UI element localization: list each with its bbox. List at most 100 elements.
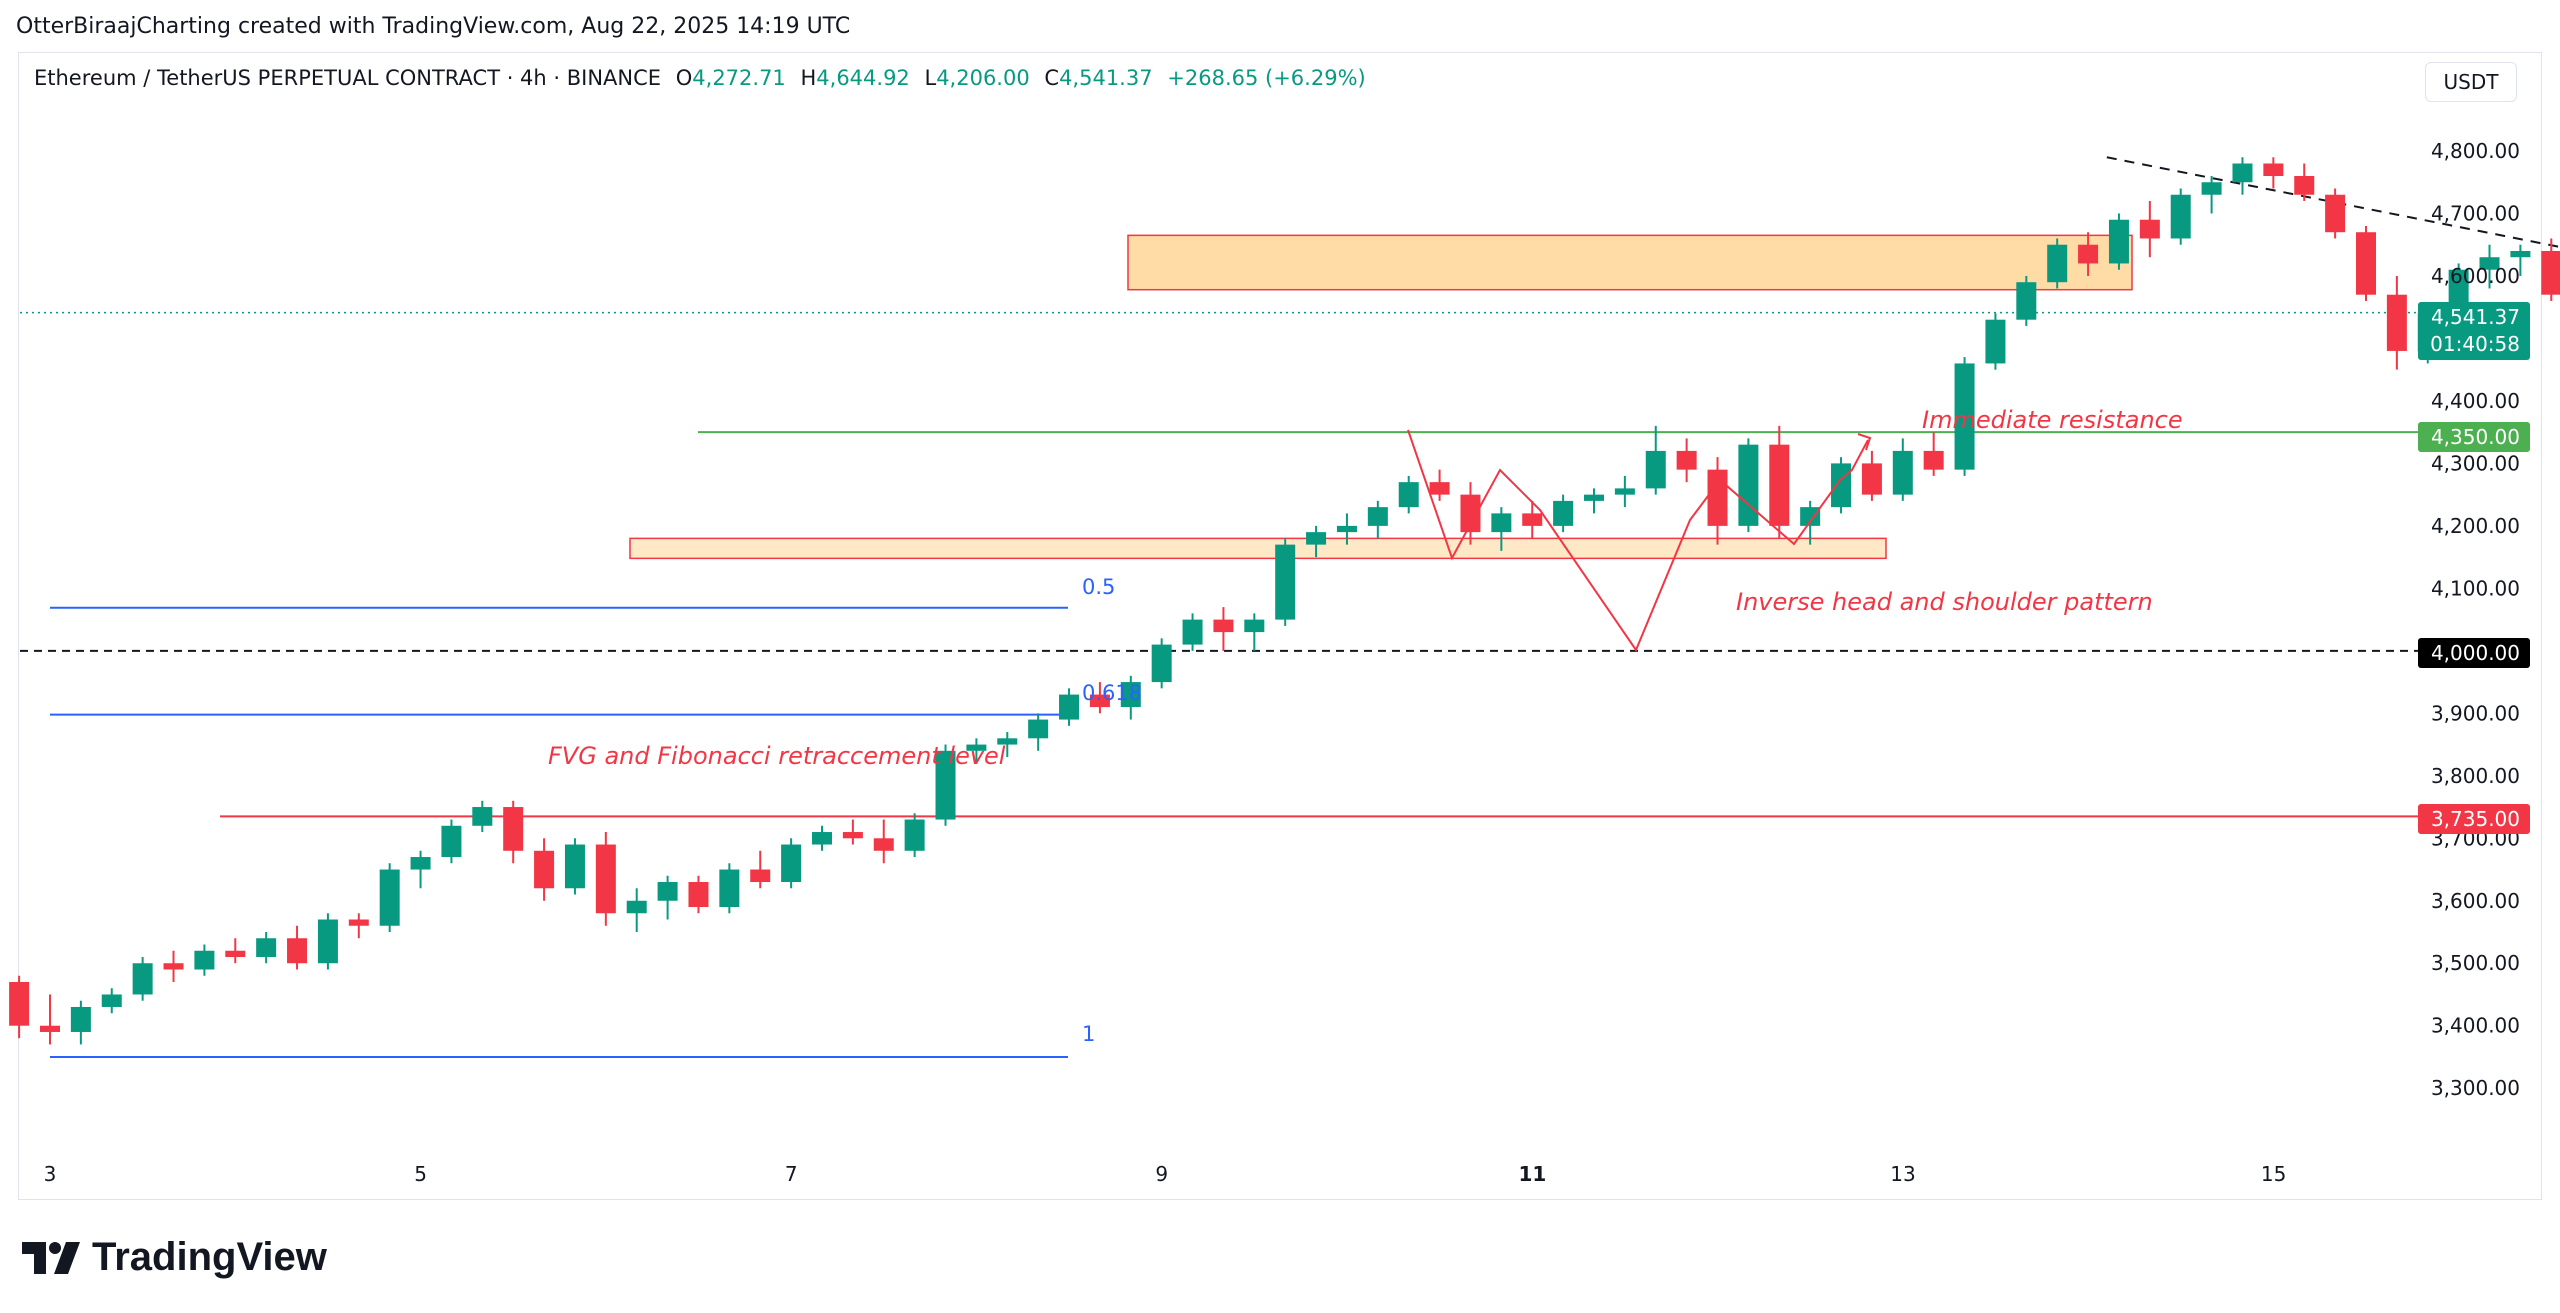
high-value: 4,644.92 (816, 66, 910, 90)
candle-body (1491, 513, 1512, 533)
y-tick-label: 3,500.00 (2431, 951, 2520, 975)
y-tick-label: 3,300.00 (2431, 1076, 2520, 1100)
candle-body (1275, 544, 1296, 620)
candle-body (39, 1025, 60, 1032)
candle-body (595, 844, 616, 914)
candle-body (1553, 500, 1574, 526)
fib-label-0.5: 0.5 (1082, 575, 1115, 599)
candle-body (904, 819, 925, 851)
candle-body (966, 744, 987, 751)
current-price: 4,541.37 (2430, 305, 2520, 329)
candle-body (132, 963, 153, 995)
y-tick-label: 3,800.00 (2431, 764, 2520, 788)
y-tick-label: 4,600.00 (2431, 264, 2520, 288)
candle-body (1460, 494, 1481, 533)
fib-label-0.618: 0.618 (1082, 681, 1142, 705)
candle-body (441, 825, 462, 858)
chart-legend: Ethereum / TetherUS PERPETUAL CONTRACT ·… (34, 66, 1366, 90)
candle-body (317, 919, 338, 964)
y-tick-label: 3,400.00 (2431, 1014, 2520, 1038)
candle-body (2016, 282, 2037, 320)
open-value: 4,272.71 (692, 66, 786, 90)
candle-body (1614, 488, 1635, 495)
price-label-4000: 4,000.00 (2418, 638, 2530, 668)
y-tick-label: 4,400.00 (2431, 389, 2520, 413)
chart-credit: OtterBiraajCharting created with Trading… (16, 14, 851, 39)
price-label-current: 4,541.37 01:40:58 (2418, 302, 2530, 360)
candle-body (2047, 244, 2068, 283)
annotation-fvg-fibonacci: FVG and Fibonacci retraccement level (548, 742, 1006, 770)
candle-body (256, 938, 277, 957)
candle-body (1800, 507, 1821, 526)
candle-body (1120, 682, 1141, 708)
zone-supply (1127, 234, 2133, 291)
candle-body (1306, 532, 1327, 545)
candle-body (348, 919, 369, 926)
candle-body (564, 844, 585, 889)
candle-body (534, 850, 555, 889)
open-label: O (675, 66, 693, 90)
candle-body (2386, 294, 2407, 351)
candle-body (1645, 450, 1666, 489)
candle-body (1213, 619, 1234, 633)
close-label: C (1044, 66, 1060, 90)
candle-body (1954, 363, 1975, 470)
candle-body (1769, 444, 1790, 526)
candle-body (935, 750, 956, 820)
candle-body (1861, 463, 1882, 495)
candle-body (2355, 232, 2376, 295)
candle-body (1831, 463, 1852, 508)
candle-body (2078, 244, 2099, 264)
candle-body (194, 950, 215, 970)
bar-countdown: 01:40:58 (2430, 332, 2520, 356)
low-label: L (924, 66, 937, 90)
symbol-title[interactable]: Ethereum / TetherUS PERPETUAL CONTRACT ·… (34, 66, 662, 90)
y-tick-label: 4,300.00 (2431, 451, 2520, 475)
x-tick-label: 7 (785, 1162, 798, 1186)
candle-body (842, 832, 863, 839)
candle-body (750, 869, 771, 883)
candle-body (1522, 513, 1543, 526)
x-tick-label: 11 (1518, 1162, 1546, 1186)
candle-body (719, 869, 740, 908)
tradingview-logo[interactable]: TradingView (22, 1235, 327, 1280)
change-value: +268.65 (+6.29%) (1167, 66, 1366, 90)
candle-body (1367, 507, 1388, 526)
candle-body (657, 882, 678, 901)
candle-body (2108, 219, 2129, 264)
currency-button[interactable]: USDT (2425, 62, 2517, 102)
candle-body (1429, 482, 1450, 495)
x-tick-label: 3 (44, 1162, 57, 1186)
candle-body (997, 738, 1018, 745)
candle-body (688, 882, 709, 908)
candle-body (1583, 494, 1604, 501)
candle-body (1028, 719, 1049, 739)
tradingview-logo-icon (22, 1241, 80, 1274)
y-tick-label: 4,200.00 (2431, 514, 2520, 538)
candle-body (163, 963, 184, 970)
candle-body (1676, 450, 1697, 470)
candle-body (2170, 194, 2191, 239)
candle-body (70, 1006, 91, 1032)
candle-body (287, 938, 308, 964)
candle-body (2139, 219, 2160, 239)
annotation-immediate-resistance: Immediate resistance (1922, 406, 2183, 434)
candle-body (811, 832, 832, 845)
zone-demand (629, 537, 1887, 560)
y-tick-label: 4,800.00 (2431, 139, 2520, 163)
candle-body (1398, 482, 1419, 508)
candle-body (379, 869, 400, 926)
candle-body (2541, 250, 2560, 295)
candle-body (1985, 319, 2006, 364)
price-label-3735: 3,735.00 (2418, 804, 2530, 834)
fib-label-1: 1 (1082, 1022, 1095, 1046)
candle-body (1738, 444, 1759, 526)
candle-body (9, 981, 30, 1026)
x-tick-label: 5 (414, 1162, 427, 1186)
candle-body (781, 844, 802, 883)
candle-body (1089, 694, 1110, 708)
y-tick-label: 4,100.00 (2431, 576, 2520, 600)
candle-body (1244, 619, 1265, 633)
candle-body (2232, 163, 2253, 183)
